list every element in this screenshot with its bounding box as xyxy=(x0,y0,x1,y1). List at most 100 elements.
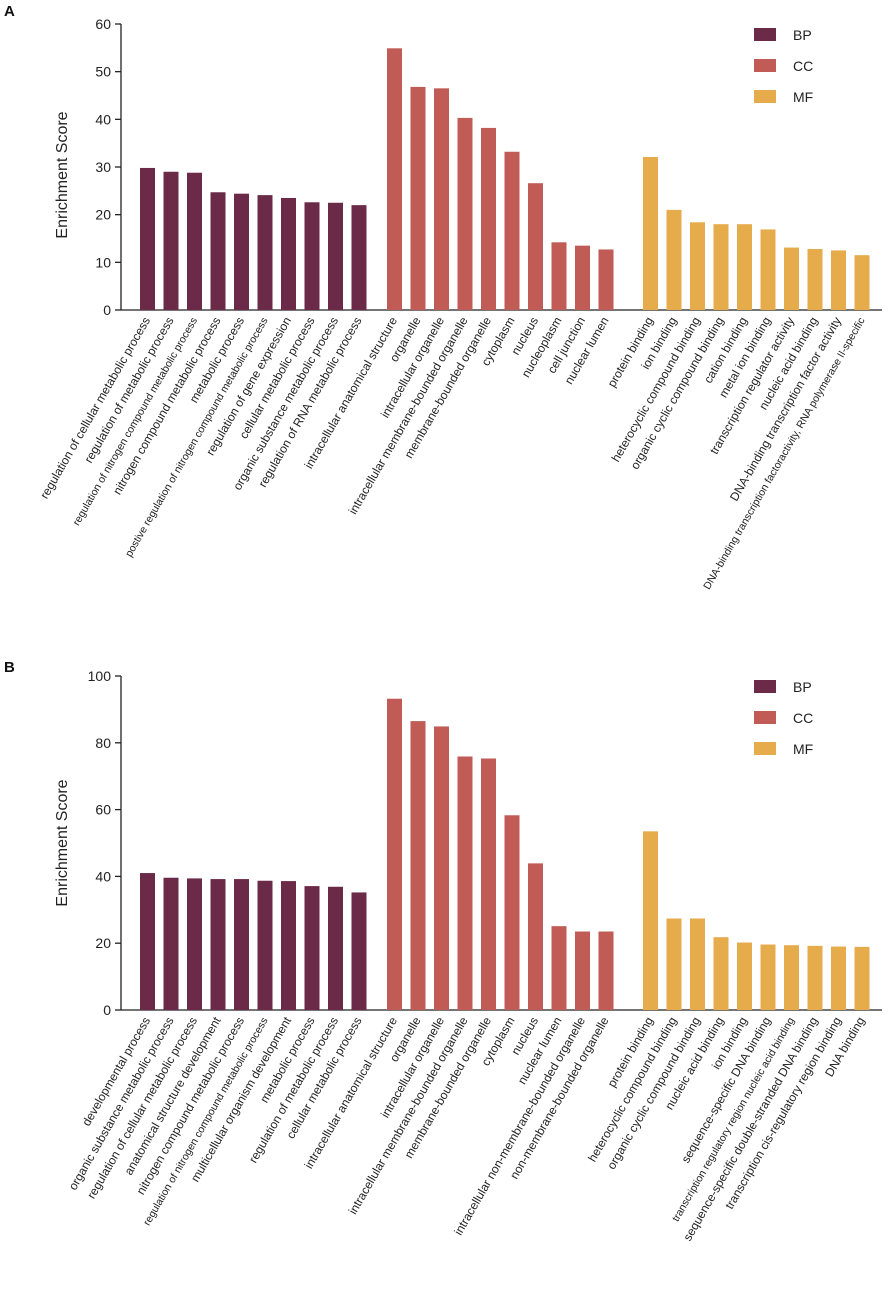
legend-swatch-cc xyxy=(754,59,776,72)
legend-label-cc: CC xyxy=(793,58,813,74)
legend-label-cc: CC xyxy=(793,710,813,726)
bar-mf xyxy=(666,209,682,310)
bar-mf xyxy=(690,918,705,1010)
panel-b-y-axis-title: Enrichment Score xyxy=(54,779,71,906)
y-tick-label: 20 xyxy=(95,935,111,951)
legend-swatch-bp xyxy=(754,680,776,693)
bar-mf xyxy=(760,944,776,1010)
y-tick-label: 0 xyxy=(103,1002,111,1018)
legend-label-bp: BP xyxy=(793,27,812,43)
panel-a: A Enrichment Score 0 10 20 30 40 50 60 regulat… xyxy=(4,3,882,592)
bar-cc xyxy=(410,86,426,310)
bar-bp xyxy=(351,892,367,1010)
panel-a-label: A xyxy=(4,3,15,20)
y-tick-label: 60 xyxy=(95,16,111,32)
bar-mf xyxy=(854,946,870,1010)
bar-cc xyxy=(387,698,402,1010)
legend-swatch-cc xyxy=(754,711,776,724)
bar-cc xyxy=(387,48,402,311)
bar-mf xyxy=(854,255,870,310)
bar-cc xyxy=(575,245,590,310)
bar-mf xyxy=(713,937,729,1010)
bar-mf xyxy=(831,250,846,310)
y-tick-label: 50 xyxy=(95,64,111,80)
bar-bp xyxy=(234,879,249,1010)
bar-bp xyxy=(281,197,296,310)
legend-label-mf: MF xyxy=(793,89,813,105)
bar-mf xyxy=(643,156,658,310)
bar-bp xyxy=(187,172,202,310)
panel-a-legend: BP CC MF xyxy=(754,27,813,105)
bar-cc xyxy=(598,249,614,310)
bar-cc xyxy=(434,726,449,1010)
bar-bp xyxy=(304,886,320,1010)
y-tick-label: 100 xyxy=(88,668,112,684)
bar-cc xyxy=(481,127,496,310)
bar-cc xyxy=(551,242,567,310)
bar-mf xyxy=(666,918,682,1010)
y-tick-label: 10 xyxy=(95,254,111,270)
bar-bp xyxy=(187,878,202,1010)
bar-bp xyxy=(304,202,320,310)
panel-b-y-ticks: 0 20 40 60 80 100 xyxy=(88,668,121,1018)
y-tick-label: 40 xyxy=(95,868,111,884)
bar-mf xyxy=(760,229,776,310)
bar-mf xyxy=(643,831,658,1010)
bar-mf xyxy=(807,945,823,1010)
bar-bp xyxy=(140,167,155,310)
bar-mf xyxy=(807,248,823,310)
bar-cc xyxy=(410,721,426,1010)
panel-a-y-axis-title: Enrichment Score xyxy=(54,111,71,238)
panel-a-bars xyxy=(140,48,870,311)
bar-bp xyxy=(234,193,249,310)
panel-b-label: B xyxy=(4,659,15,676)
bar-mf xyxy=(784,945,799,1010)
bar-bp xyxy=(328,202,343,310)
legend-label-mf: MF xyxy=(793,741,813,757)
bar-cc xyxy=(551,926,567,1010)
y-tick-label: 20 xyxy=(95,207,111,223)
bar-mf xyxy=(831,946,846,1010)
bar-cc xyxy=(504,815,520,1010)
bar-bp xyxy=(257,880,273,1010)
bar-cc xyxy=(457,117,473,310)
panel-b-bars xyxy=(140,698,870,1010)
bar-mf xyxy=(737,224,752,310)
bar-bp xyxy=(281,881,296,1010)
panel-b: B Enrichment Score 0 20 40 60 80 100 developm… xyxy=(4,659,882,1243)
panel-a-y-ticks: 0 10 20 30 40 50 60 xyxy=(95,16,121,318)
bar-mf xyxy=(737,942,752,1010)
bar-cc xyxy=(598,931,614,1010)
bar-bp xyxy=(257,195,273,310)
bar-bp xyxy=(140,873,155,1010)
panel-b-legend: BP CC MF xyxy=(754,679,813,757)
bar-cc xyxy=(434,88,449,310)
legend-swatch-mf xyxy=(754,90,776,103)
y-tick-label: 0 xyxy=(103,302,111,318)
bar-cc xyxy=(481,758,496,1010)
legend-label-bp: BP xyxy=(793,679,812,695)
y-tick-label: 30 xyxy=(95,159,111,175)
y-tick-label: 60 xyxy=(95,802,111,818)
bar-bp xyxy=(351,205,367,310)
bar-cc xyxy=(528,183,543,310)
y-tick-label: 80 xyxy=(95,735,111,751)
bar-cc xyxy=(457,756,473,1010)
bar-cc xyxy=(575,931,590,1010)
legend-swatch-bp xyxy=(754,28,776,41)
bar-bp xyxy=(210,879,226,1010)
bar-mf xyxy=(784,247,799,310)
bar-bp xyxy=(328,886,343,1010)
bar-bp xyxy=(210,192,226,310)
bar-mf xyxy=(690,222,705,310)
panel-a-category-labels: regulation of cellular metabolic process… xyxy=(37,314,867,591)
bar-cc xyxy=(504,151,520,310)
bar-bp xyxy=(163,171,179,310)
bar-cc xyxy=(528,863,543,1010)
bar-bp xyxy=(163,877,179,1010)
bar-mf xyxy=(713,224,729,310)
y-tick-label: 40 xyxy=(95,111,111,127)
legend-swatch-mf xyxy=(754,742,776,755)
